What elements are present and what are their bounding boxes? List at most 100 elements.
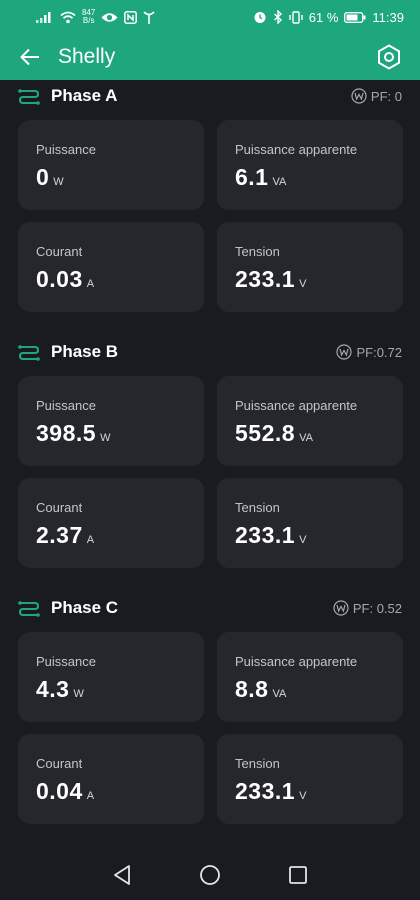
page-title: Shelly [58,45,116,68]
metric-number: 4.3 [36,676,70,702]
metric-number: 398.5 [36,420,97,446]
metric-value: 0.04 A [36,778,186,805]
nav-recents-button[interactable] [285,862,311,888]
metric-label: Puissance [36,398,96,413]
watt-circle-icon [336,344,353,360]
metric-label: Puissance [36,654,96,669]
antenna-icon [143,10,155,24]
metric-unit: VA [299,432,313,444]
metric-unit: V [299,534,307,546]
metric-card-power: Puissance 398.5 W [18,376,204,466]
phase-title: Phase A [51,86,118,105]
watt-circle-icon [333,600,349,616]
metric-number: 0.03 [36,266,83,292]
metric-number: 0.04 [36,778,83,804]
phase-header: Phase A PF: 0 [18,81,402,111]
power-factor-value: PF: 0.52 [352,600,402,616]
metric-number: 8.8 [235,676,269,702]
battery-percent: 61 % [308,9,339,25]
metric-value: 233.1 V [235,266,385,293]
power-factor-value: PF:0.72 [356,344,402,360]
phase-connection-icon [18,343,40,361]
circle-home-icon [200,865,220,885]
metric-label: Puissance apparente [235,398,358,413]
metric-label: Puissance apparente [235,654,358,669]
wifi-icon [60,11,76,24]
metric-value: 233.1 V [235,522,385,549]
power-factor-value: PF: 0 [370,88,402,104]
settings-button[interactable] [374,42,404,72]
metric-label: Courant [36,756,83,771]
metric-card-voltage: Tension 233.1 V [217,222,403,312]
eye-icon [101,12,118,23]
metric-label: Courant [36,244,83,259]
metric-value: 552.8 VA [235,420,385,447]
metric-unit: W [53,176,64,188]
phase-header: Phase B PF:0.72 [18,337,402,367]
metric-value: 398.5 W [36,420,186,447]
metric-number: 552.8 [235,420,296,446]
network-speed: 847 B/s [82,9,95,25]
metric-number: 233.1 [235,778,296,804]
power-factor: PF: 0 [351,88,402,104]
phase-header: Phase C PF: 0.52 [18,593,402,623]
watt-circle-icon [351,88,367,104]
arrow-left-icon [20,48,39,66]
nav-back-button[interactable] [109,862,135,888]
power-factor: PF:0.72 [336,344,402,360]
vibrate-icon [289,10,303,24]
metric-unit: A [86,534,95,546]
metric-card-voltage: Tension 233.1 V [217,478,403,568]
status-bar-left: 847 B/s [36,9,155,25]
metric-unit: V [299,790,307,802]
app-bar: Shelly [0,34,420,80]
metric-card-apparent-power: Puissance apparente 8.8 VA [217,632,403,722]
metric-value: 8.8 VA [235,676,385,703]
system-nav-bar [0,850,420,900]
metric-unit: VA [272,176,287,188]
metric-label: Puissance [36,142,96,157]
status-bar-right: 61 % 11:39 [253,10,404,25]
metric-value: 6.1 VA [235,164,385,191]
phase-title: Phase C [51,598,119,617]
metric-value: 2.37 A [36,522,186,549]
nfc-icon [124,10,138,24]
signal-icon [36,11,54,23]
metric-label: Tension [235,244,280,259]
metric-number: 2.37 [36,522,83,548]
metric-card-apparent-power: Puissance apparente 6.1 VA [217,120,403,210]
metric-unit: VA [272,688,287,700]
metric-label: Tension [235,500,280,515]
metric-card-current: Courant 2.37 A [18,478,204,568]
network-speed-value: 847 [82,8,96,17]
metric-unit: A [86,278,95,290]
metric-unit: W [100,432,111,444]
triangle-back-icon [114,865,130,885]
metric-unit: A [86,790,95,802]
metric-number: 233.1 [235,522,296,548]
metric-card-voltage: Tension 233.1 V [217,734,403,824]
battery-icon [344,11,366,23]
alarm-icon [253,10,267,24]
bluetooth-icon [273,10,283,24]
phase-title: Phase B [51,342,119,361]
hexagon-settings-icon [378,44,400,70]
metric-value: 0.03 A [36,266,186,293]
back-button[interactable] [16,43,44,71]
metric-card-current: Courant 0.04 A [18,734,204,824]
metric-unit: W [73,688,84,700]
metric-card-current: Courant 0.03 A [18,222,204,312]
metric-value: 233.1 V [235,778,385,805]
nav-home-button[interactable] [197,862,223,888]
metric-value: 4.3 W [36,676,186,703]
metric-number: 6.1 [235,164,269,190]
metric-number: 233.1 [235,266,296,292]
metric-card-power: Puissance 4.3 W [18,632,204,722]
network-speed-unit: B/s [82,16,95,25]
metric-label: Courant [36,500,83,515]
metric-unit: V [299,278,307,290]
square-recents-icon [289,866,307,884]
